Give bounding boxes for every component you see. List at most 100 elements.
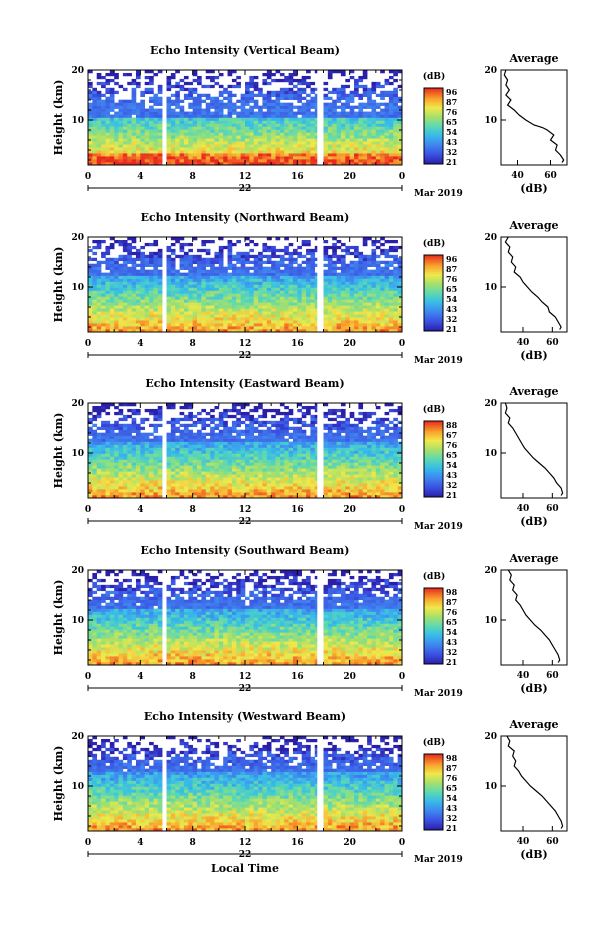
- heatmap-cell: [280, 299, 285, 302]
- heatmap-cell: [367, 132, 372, 135]
- heatmap-cell: [92, 258, 97, 261]
- heatmap-cell: [145, 456, 150, 459]
- heatmap-cell: [350, 305, 355, 308]
- heatmap-cell: [249, 138, 254, 141]
- heatmap-cell: [245, 153, 250, 156]
- heatmap-cell: [101, 305, 106, 308]
- heatmap-cell: [302, 282, 307, 285]
- heatmap-cell: [214, 317, 219, 320]
- heatmap-cell: [88, 120, 93, 123]
- heatmap-cell: [371, 141, 376, 144]
- heatmap-cell: [289, 73, 294, 76]
- heatmap-cell: [385, 252, 390, 255]
- heatmap-cell: [132, 290, 137, 293]
- heatmap-cell: [114, 267, 119, 270]
- heatmap-cell: [358, 135, 363, 138]
- heatmap-cell: [284, 135, 289, 138]
- heatmap-cell: [206, 290, 211, 293]
- heatmap-cell: [119, 427, 124, 430]
- heatmap-cell: [167, 285, 172, 288]
- heatmap-cell: [167, 112, 172, 115]
- heatmap-cell: [297, 153, 302, 156]
- heatmap-cell: [258, 320, 263, 323]
- heatmap-cell: [210, 468, 215, 471]
- heatmap-cell: [223, 453, 228, 456]
- heatmap-cell: [101, 406, 106, 409]
- heatmap-cell: [223, 276, 228, 279]
- heatmap-cell: [149, 287, 154, 290]
- heatmap-cell: [123, 285, 128, 288]
- heatmap-cell: [171, 290, 176, 293]
- heatmap-cell: [149, 109, 154, 112]
- heatmap-cell: [293, 276, 298, 279]
- heatmap-cell: [132, 296, 137, 299]
- heatmap-cell: [197, 290, 202, 293]
- heatmap-cell: [175, 91, 180, 94]
- heatmap-cell: [219, 424, 224, 427]
- heatmap-cell: [101, 285, 106, 288]
- heatmap-cell: [149, 270, 154, 273]
- heatmap-cell: [105, 82, 110, 85]
- heatmap-cell: [123, 320, 128, 323]
- heatmap-cell: [302, 296, 307, 299]
- heatmap-cell: [289, 267, 294, 270]
- heatmap-cell: [363, 85, 368, 88]
- heatmap-cell: [249, 296, 254, 299]
- heatmap-cell: [306, 287, 311, 290]
- heatmap-cell: [149, 100, 154, 103]
- heatmap-cell: [114, 293, 119, 296]
- heatmap-cell: [345, 287, 350, 290]
- heatmap-cell: [280, 153, 285, 156]
- heatmap-cell: [254, 445, 259, 448]
- heatmap-cell: [206, 311, 211, 314]
- heatmap-cell: [188, 279, 193, 282]
- heatmap-cell: [341, 106, 346, 109]
- heatmap-cell: [236, 471, 241, 474]
- heatmap-cell: [114, 91, 119, 94]
- heatmap-cell: [267, 276, 272, 279]
- heatmap-cell: [254, 326, 259, 329]
- heatmap-cell: [180, 439, 185, 442]
- heatmap-cell: [276, 323, 281, 326]
- heatmap-cell: [175, 132, 180, 135]
- heatmap-cell: [188, 270, 193, 273]
- heatmap-cell: [175, 120, 180, 123]
- heatmap-cell: [223, 427, 228, 430]
- heatmap-cell: [245, 252, 250, 255]
- heatmap-cell: [363, 299, 368, 302]
- heatmap-cell: [149, 451, 154, 454]
- heatmap-cell: [105, 79, 110, 82]
- heatmap-cell: [140, 106, 145, 109]
- heatmap-cell: [188, 97, 193, 100]
- heatmap-cell: [280, 135, 285, 138]
- heatmap-cell: [289, 326, 294, 329]
- heatmap: [88, 70, 402, 165]
- heatmap-cell: [97, 311, 102, 314]
- heatmap-cell: [140, 270, 145, 273]
- heatmap-cell: [114, 462, 119, 465]
- heatmap-cell: [293, 147, 298, 150]
- heatmap-cell: [302, 287, 307, 290]
- heatmap-cell: [241, 314, 246, 317]
- heatmap-cell: [354, 126, 359, 129]
- heatmap-cell: [389, 314, 394, 317]
- heatmap-cell: [306, 159, 311, 162]
- heatmap-cell: [271, 141, 276, 144]
- heatmap-cell: [214, 427, 219, 430]
- heatmap-cell: [110, 91, 115, 94]
- heatmap-cell: [385, 135, 390, 138]
- heatmap-cell: [184, 302, 189, 305]
- heatmap-cell: [180, 246, 185, 249]
- heatmap-cell: [228, 100, 233, 103]
- heatmap-cell: [337, 290, 342, 293]
- heatmap-cell: [167, 421, 172, 424]
- heatmap-cell: [92, 293, 97, 296]
- heatmap-cell: [380, 308, 385, 311]
- heatmap-cell: [167, 135, 172, 138]
- heatmap-cell: [145, 474, 150, 477]
- heatmap-cell: [214, 302, 219, 305]
- heatmap-cell: [354, 326, 359, 329]
- heatmap-cell: [105, 115, 110, 118]
- heatmap-cell: [206, 109, 211, 112]
- heatmap-cell: [206, 282, 211, 285]
